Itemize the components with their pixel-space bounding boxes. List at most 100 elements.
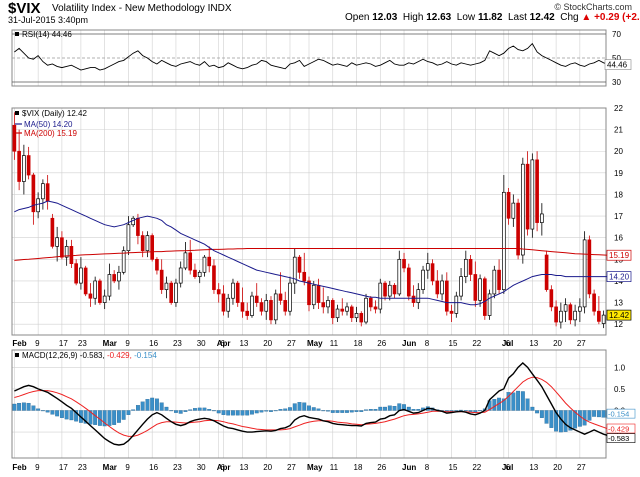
high-value: 12.63 xyxy=(426,12,452,23)
candle-body xyxy=(188,252,193,271)
x-tick-label: May xyxy=(307,339,323,348)
macd-histogram-bar xyxy=(64,410,69,420)
candle-body xyxy=(273,293,278,321)
candle-body xyxy=(307,280,311,306)
candle-body xyxy=(544,254,549,290)
index-name: Volatility Index - New Methodology INDX xyxy=(52,3,232,14)
price-tick-label: 22 xyxy=(614,104,623,113)
x-tick-label: 13 xyxy=(529,339,538,348)
x-tick-label: Apr xyxy=(217,339,231,348)
candle-body xyxy=(568,304,573,321)
macd-histogram-bar xyxy=(364,409,368,411)
macd-histogram-bar xyxy=(321,410,326,412)
macd-histogram-bar xyxy=(259,410,264,413)
macd-x-tick-label: Jul xyxy=(502,463,514,472)
macd-histogram-bar xyxy=(459,409,463,411)
rsi-tick-label: 50 xyxy=(612,54,621,63)
macd-histogram-bar xyxy=(568,410,573,431)
macd-tag-box xyxy=(606,423,636,434)
macd-histogram-bar xyxy=(178,410,183,414)
macd-histogram-bar xyxy=(135,405,140,411)
candle-body xyxy=(540,213,544,223)
candle-body xyxy=(359,313,364,323)
candle-body xyxy=(183,252,188,269)
macd-histogram-bar xyxy=(283,408,288,411)
candle-body xyxy=(511,202,516,219)
candle-body xyxy=(416,289,421,303)
macd-histogram-bar xyxy=(373,409,378,411)
price-tick-label: 17 xyxy=(614,212,623,221)
candle-body xyxy=(155,258,159,271)
price-tag-box xyxy=(606,271,632,282)
candle-body xyxy=(530,159,535,230)
up-triangle-icon: ▲ xyxy=(581,12,592,23)
candle-body xyxy=(502,191,506,290)
candle-body xyxy=(98,280,102,303)
rsi-value-tag: 44.46 xyxy=(607,61,628,70)
macd-histogram-bar xyxy=(169,410,174,412)
candle-body xyxy=(601,314,606,324)
macd-histogram-bar xyxy=(159,402,164,411)
candle-body xyxy=(159,269,164,290)
candle-body xyxy=(93,280,97,299)
candle-body xyxy=(297,256,302,273)
x-tick-label: 20 xyxy=(263,339,272,348)
macd-histogram-bar xyxy=(316,408,321,411)
macd-histogram-bar xyxy=(155,398,159,411)
candle-body xyxy=(269,300,273,321)
candle-body xyxy=(497,269,501,290)
candle-body xyxy=(549,289,554,308)
macd-histogram-bar xyxy=(55,410,60,417)
macd-histogram-bar xyxy=(197,407,202,411)
macd-histogram-bar xyxy=(416,409,421,411)
chg-label: Chg xyxy=(560,12,579,23)
macd-histogram-bar xyxy=(50,410,55,415)
macd-x-tick-label: 16 xyxy=(149,463,158,472)
candle-body xyxy=(483,278,487,316)
candle-body xyxy=(435,280,440,295)
macd-histogram-bar xyxy=(411,409,416,411)
candle-body xyxy=(245,310,250,316)
x-tick-label: 30 xyxy=(197,339,206,348)
candle-body xyxy=(454,295,459,314)
macd-histogram-bar xyxy=(235,410,240,416)
candle-body xyxy=(354,313,359,319)
macd-histogram-bar xyxy=(193,408,197,411)
candle-body xyxy=(140,235,145,252)
high-label: High xyxy=(402,12,424,23)
candle-body xyxy=(582,239,587,308)
candle-body xyxy=(459,276,463,297)
candle-body xyxy=(278,293,283,301)
macd-histogram-bar xyxy=(397,403,402,411)
macd-histogram-bar xyxy=(601,410,606,418)
candle-body xyxy=(178,267,183,284)
macd-histogram-bar xyxy=(140,401,145,411)
macd-histogram-bar xyxy=(292,403,297,411)
candle-body xyxy=(421,269,425,290)
macd-histogram-bar xyxy=(307,405,311,411)
macd-x-tick-label: 27 xyxy=(287,463,296,472)
macd-panel: 1.00.50.0-0.5-0.154-0.429-0.583MACD(12,2… xyxy=(11,349,636,459)
macd-histogram-bar xyxy=(383,406,387,411)
candle-body xyxy=(330,300,335,319)
macd-histogram-bar xyxy=(150,397,155,411)
candle-body xyxy=(411,295,416,303)
ma200-line xyxy=(14,248,609,261)
x-tick-label: 27 xyxy=(287,339,296,348)
macd-histogram-bar xyxy=(212,410,216,412)
candle-body xyxy=(74,263,78,284)
macd-legend-part: -0.429, xyxy=(107,351,134,360)
macd-value-tag: -0.154 xyxy=(608,410,629,419)
candle-body xyxy=(516,202,520,256)
candle-body xyxy=(102,295,107,303)
price-panel: 222120191817161514131215.1914.2012.42$VI… xyxy=(11,104,632,336)
macd-histogram-bar xyxy=(340,410,345,413)
x-tick-label: Mar xyxy=(103,339,117,348)
candle-body xyxy=(259,302,264,312)
macd-histogram-bar xyxy=(216,410,221,414)
ma-legend-label: MA(50) 14.20 xyxy=(24,120,73,129)
macd-histogram-bar xyxy=(406,406,411,411)
candle-body xyxy=(164,282,169,290)
